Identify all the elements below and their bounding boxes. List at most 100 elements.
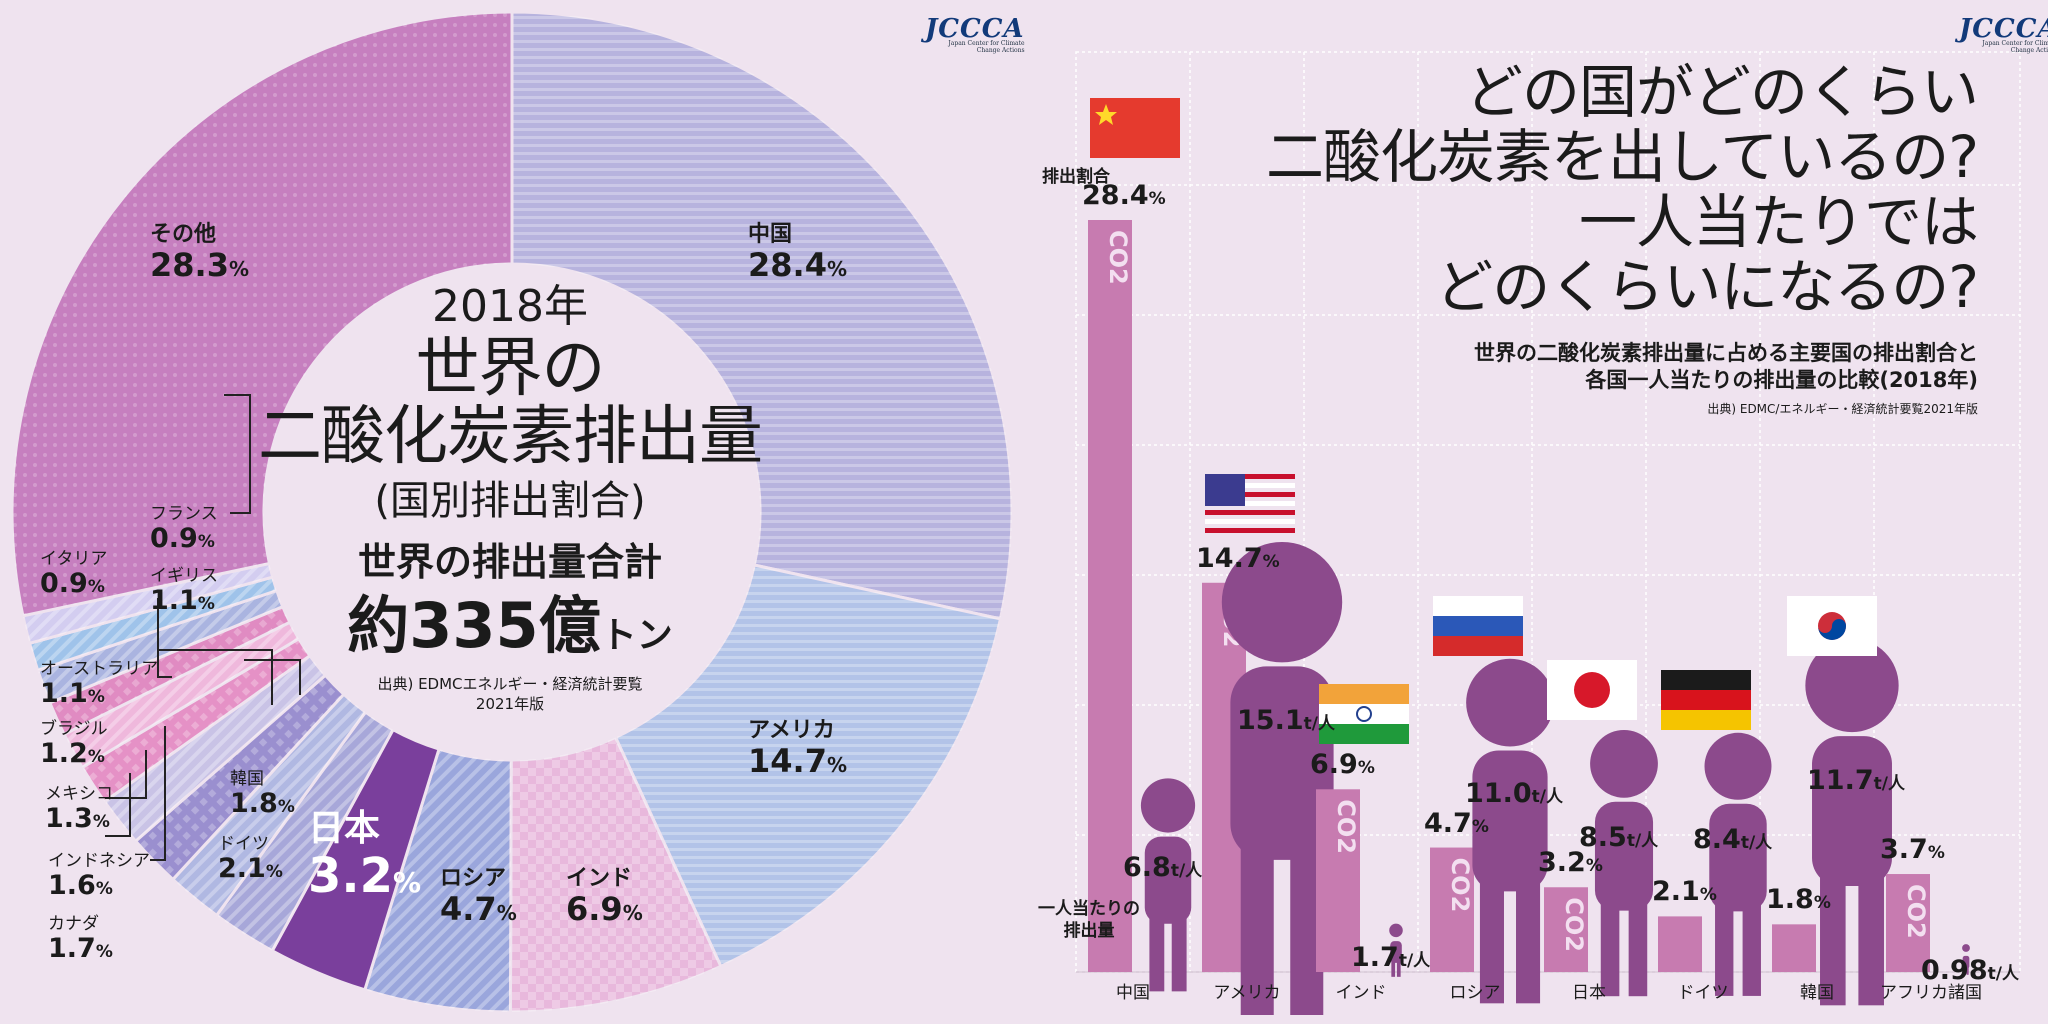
- x-label-6: 韓国: [1800, 983, 1834, 1003]
- bar-chart: CO2CO2CO2CO2CO2CO2: [1075, 51, 2021, 1015]
- per-capita-legend-label: 一人当たりの 排出量: [1038, 899, 1140, 942]
- person-figure-2: [1389, 923, 1403, 977]
- pie-slice-texture-6: [172, 694, 366, 916]
- pie-label-brazil: ブラジル 1.2%: [40, 719, 108, 769]
- right-source: 出典) EDMC/エネルギー・経済統計要覧2021年版: [1707, 402, 1978, 416]
- pie-slice-texture-9: [82, 638, 310, 802]
- pie-slice-texture-3: [364, 749, 512, 1012]
- right-title-line4: どのくらいになるの?: [1435, 252, 1979, 321]
- per-capita-value-2: 1.7t/人: [1351, 941, 1431, 973]
- person-figure-3: [1466, 658, 1554, 1004]
- person-figure-7: [1962, 944, 1970, 975]
- total-label: 世界の排出量合計: [357, 540, 662, 584]
- x-label-1: アメリカ: [1213, 983, 1281, 1003]
- pie-slice-texture-11: [49, 606, 290, 735]
- total-amount: 約335億トン: [347, 589, 673, 662]
- title-line1: 世界の: [415, 332, 606, 406]
- right-title: どの国がどのくらい 二酸化炭素を出しているの? 一人当たりでは どのくらいになる…: [1265, 58, 1979, 321]
- person-figure-0: [1140, 778, 1196, 992]
- pie-label-mexico: メキシコ 1.3%: [45, 784, 113, 834]
- share-value-2: 6.9%: [1310, 749, 1375, 781]
- flag-japan-icon: [1547, 660, 1637, 720]
- pie-label-russia: ロシア 4.7%: [440, 866, 517, 929]
- person-figure-1: [1221, 542, 1343, 1015]
- per-capita-value-0: 6.8t/人: [1123, 851, 1203, 883]
- donut-center-title: 2018年 世界の 二酸化炭素排出量 (国別排出割合) 世界の排出量合計 約33…: [230, 285, 790, 714]
- share-value-7: 3.7%: [1880, 834, 1945, 866]
- per-capita-value-6: 11.7t/人: [1807, 765, 1905, 797]
- x-label-0: 中国: [1116, 983, 1150, 1003]
- flag-korea-icon: [1787, 596, 1877, 656]
- subtitle: (国別排出割合): [374, 478, 646, 524]
- pie-slice-texture-14: [22, 563, 273, 644]
- title-line2: 二酸化炭素排出量: [258, 400, 763, 474]
- share-value-5: 2.1%: [1652, 876, 1717, 908]
- pie-label-canada: カナダ 1.7%: [48, 914, 113, 964]
- pie-slice-texture-10: [64, 622, 299, 768]
- right-title-line1: どの国がどのくらい: [1464, 58, 1979, 126]
- co2-bar-text: CO2: [1446, 858, 1474, 913]
- pie-slice-texture-15: [11, 12, 512, 616]
- co2-bar-text: CO2: [1332, 799, 1360, 854]
- pie-slice-texture-2: [510, 737, 721, 1012]
- share-bar-7: [1886, 874, 1930, 972]
- share-donut-panel: JCCCA Japan Center for Climate Change Act…: [10, 10, 1025, 1014]
- pie-slice-texture-5: [216, 712, 394, 951]
- person-figure-6: [1805, 638, 1899, 1006]
- right-title-line2: 二酸化炭素を出しているの?: [1265, 122, 1979, 191]
- share-value-1: 14.7%: [1196, 542, 1280, 574]
- share-value-3: 4.7%: [1424, 807, 1489, 839]
- flag-china-icon: [1090, 98, 1180, 158]
- pie-label-japan: 日本 3.2%: [308, 808, 422, 905]
- year-label: 2018年: [432, 281, 588, 332]
- pie-slice-texture-7: [135, 675, 344, 880]
- pie-label-germany: ドイツ 2.1%: [218, 834, 283, 884]
- pie-slice-texture-8: [104, 655, 326, 842]
- share-bar-5: [1658, 916, 1702, 972]
- share-value-6: 1.8%: [1766, 884, 1831, 916]
- per-capita-value-3: 11.0t/人: [1465, 777, 1563, 809]
- pie-label-other: その他 28.3%: [150, 222, 249, 285]
- x-label-3: ロシア: [1449, 983, 1501, 1003]
- pie-label-korea: 韓国 1.8%: [230, 769, 295, 819]
- pie-slice-texture-12: [37, 590, 283, 703]
- per-capita-value-1: 15.1t/人: [1237, 705, 1335, 737]
- pie-label-china: 中国 28.4%: [748, 222, 847, 285]
- pie-label-indonesia: インドネシア 1.6%: [48, 851, 150, 901]
- per-capita-value-5: 8.4t/人: [1693, 823, 1773, 855]
- pie-slice-texture-0: [512, 12, 1012, 619]
- share-bar-2: [1316, 789, 1360, 972]
- pie-label-usa: アメリカ 14.7%: [748, 718, 847, 781]
- flag-india-icon: [1319, 684, 1409, 744]
- flag-usa-icon: [1205, 474, 1295, 533]
- jccca-logo: JCCCA Japan Center for Climate Change Act…: [925, 14, 1025, 54]
- right-subtitle: 世界の二酸化炭素排出量に占める主要国の排出割合と 各国一人当たりの排出量の比較(…: [1474, 341, 1978, 393]
- co2-bar-text: CO2: [1902, 884, 1930, 939]
- share-bar-6: [1772, 924, 1816, 972]
- co2-bar-text: CO2: [1560, 897, 1588, 952]
- x-label-4: 日本: [1572, 983, 1606, 1003]
- left-source: 出典) EDMCエネルギー・経済統計要覧 2021年版: [377, 675, 643, 713]
- pie-label-uk: イギリス 1.1%: [150, 566, 218, 616]
- right-title-line3: 一人当たりでは: [1578, 187, 1979, 256]
- share-legend-label: 排出割合: [1042, 167, 1110, 187]
- share-bar-0: [1088, 220, 1132, 972]
- x-label-7: アフリカ諸国: [1880, 983, 1982, 1003]
- pie-label-italy: イタリア 0.9%: [40, 549, 108, 599]
- pie-label-australia: オーストラリア 1.1%: [40, 659, 159, 709]
- pie-slice-texture-1: [615, 565, 1001, 967]
- pie-label-india: インド 6.9%: [566, 866, 643, 929]
- person-figure-4: [1590, 729, 1658, 997]
- flag-germany-icon: [1661, 670, 1751, 730]
- person-figure-5: [1704, 732, 1772, 996]
- x-label-5: ドイツ: [1677, 983, 1729, 1003]
- co2-bar-text: CO2: [1104, 230, 1132, 285]
- x-label-2: インド: [1335, 983, 1387, 1003]
- share-bar-3: [1430, 847, 1474, 972]
- share-value-4: 3.2%: [1538, 847, 1603, 879]
- donut-chart: [10, 10, 1014, 1014]
- share-value-0: 28.4%: [1082, 180, 1166, 211]
- pie-label-france: フランス 0.9%: [150, 504, 218, 554]
